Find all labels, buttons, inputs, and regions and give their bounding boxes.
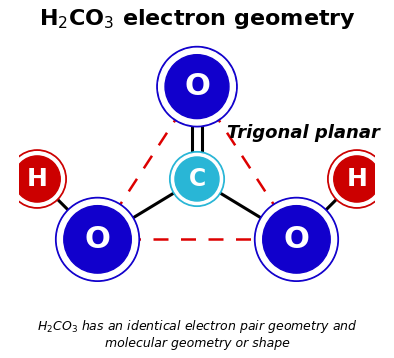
Circle shape [56,198,139,281]
Text: H: H [346,167,367,191]
Circle shape [165,55,229,118]
Circle shape [328,150,386,208]
Circle shape [157,47,237,127]
Circle shape [334,156,380,202]
Circle shape [8,150,66,208]
Text: C: C [188,167,206,191]
Circle shape [14,156,60,202]
Circle shape [175,157,219,201]
Text: H$_2$CO$_3$ electron geometry: H$_2$CO$_3$ electron geometry [39,7,355,31]
Text: H$_2$CO$_3$ has an identical electron pair geometry and
molecular geometry or sh: H$_2$CO$_3$ has an identical electron pa… [37,318,357,349]
Circle shape [329,152,384,206]
Circle shape [58,199,138,280]
Circle shape [263,205,330,273]
Text: H: H [27,167,48,191]
Circle shape [10,152,65,206]
Circle shape [171,154,223,204]
Circle shape [159,48,235,125]
Text: Trigonal planar: Trigonal planar [227,124,380,142]
Text: O: O [184,72,210,101]
Text: O: O [284,225,309,254]
Circle shape [64,205,131,273]
Text: O: O [85,225,110,254]
Circle shape [256,199,336,280]
Circle shape [170,152,224,206]
Circle shape [255,198,338,281]
